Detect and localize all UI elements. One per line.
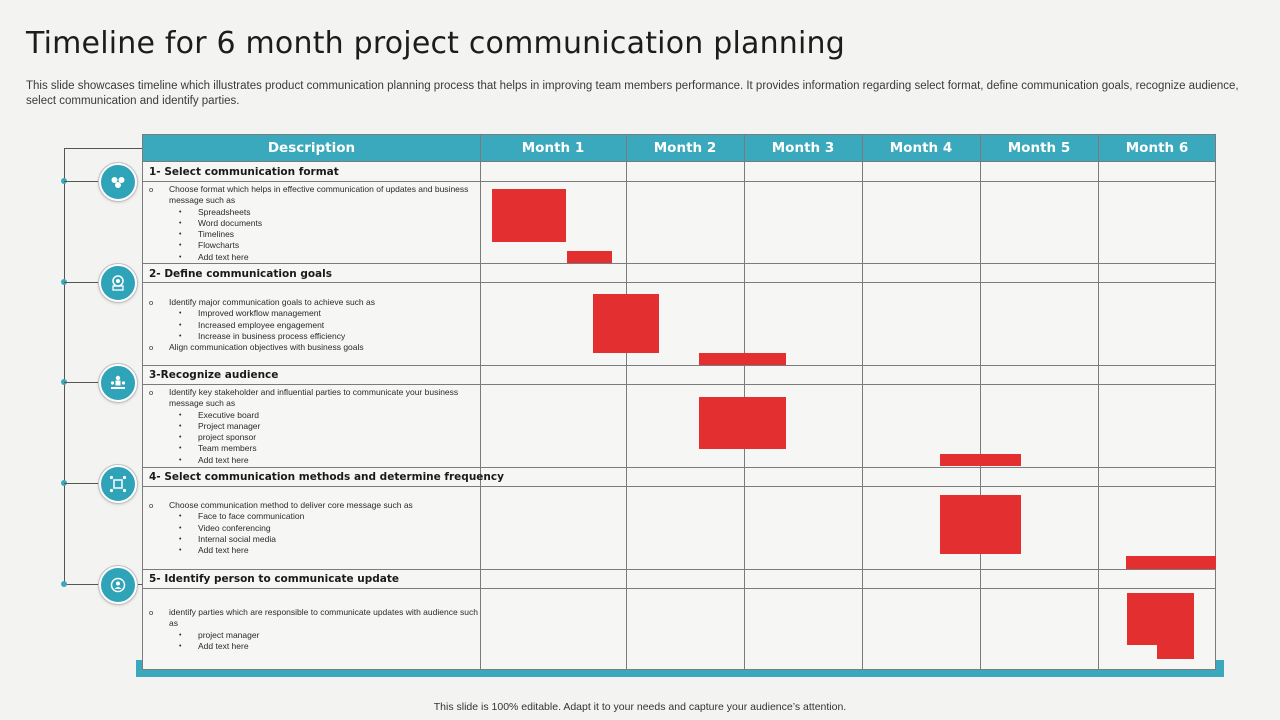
list-item: Video conferencing: [143, 523, 479, 535]
header-month-6: Month 6: [1125, 140, 1189, 156]
header-month-4: Month 4: [889, 140, 953, 156]
list-item: Spreadsheets: [143, 207, 479, 219]
audience-icon: [99, 364, 137, 402]
column-divider: [626, 135, 627, 669]
timeline-tick: [64, 282, 100, 283]
list-item: Timelines: [143, 229, 479, 241]
list-item: Flowcharts: [143, 240, 479, 252]
list-item: identify parties which are responsible t…: [143, 607, 479, 630]
person-target-icon: [99, 566, 137, 604]
page-title: Timeline for 6 month project communicati…: [26, 26, 845, 61]
list-item: project manager: [143, 630, 479, 642]
gantt-bar: [699, 397, 786, 449]
section-description: Choose format which helps in effective c…: [143, 184, 479, 263]
row-divider: [143, 384, 1215, 385]
section-title: 2- Define communication goals: [149, 268, 332, 280]
list-item: Choose communication method to deliver c…: [143, 500, 479, 512]
list-item: Internal social media: [143, 534, 479, 546]
list-item: Project manager: [143, 421, 479, 433]
section-description: Identify key stakeholder and influential…: [143, 387, 479, 466]
row-divider: [143, 569, 1215, 570]
list-item: Add text here: [143, 641, 479, 653]
list-item: Identify major communication goals to ac…: [143, 297, 479, 309]
list-item: Align communication objectives with busi…: [143, 342, 479, 354]
page-subtitle: This slide showcases timeline which illu…: [26, 80, 1239, 107]
row-divider: [143, 588, 1215, 589]
header-description: Description: [267, 140, 356, 156]
row-divider: [143, 263, 1215, 264]
section-description: identify parties which are responsible t…: [143, 607, 479, 652]
gantt-bar: [940, 454, 1021, 466]
column-divider: [862, 135, 863, 669]
gantt-bar: [492, 189, 566, 242]
network-icon: [99, 465, 137, 503]
header-month-5: Month 5: [1007, 140, 1071, 156]
list-item: Add text here: [143, 455, 479, 467]
list-item: Add text here: [143, 545, 479, 557]
timeline-tick: [64, 181, 100, 182]
timeline-tick: [64, 483, 100, 484]
timeline-dot: [61, 581, 67, 587]
row-divider: [143, 365, 1215, 366]
footer-note: This slide is 100% editable. Adapt it to…: [433, 701, 847, 713]
group-icon: [99, 163, 137, 201]
gantt-bar: [1126, 556, 1216, 569]
target-icon: [99, 264, 137, 302]
list-item: Add text here: [143, 252, 479, 264]
list-item: Increase in business process efficiency: [143, 331, 479, 343]
list-item: Choose format which helps in effective c…: [143, 184, 479, 207]
list-item: Word documents: [143, 218, 479, 230]
gantt-bar: [940, 495, 1021, 554]
header-month-2: Month 2: [653, 140, 717, 156]
list-item: Face to face communication: [143, 511, 479, 523]
timeline-branch: [64, 148, 143, 149]
gantt-bar: [699, 353, 786, 365]
gantt-bar: [567, 251, 612, 263]
list-item: project sponsor: [143, 432, 479, 444]
list-item: Improved workflow management: [143, 308, 479, 320]
header-month-1: Month 1: [521, 140, 585, 156]
column-divider: [480, 135, 481, 669]
gantt-bar: [1127, 593, 1194, 645]
table-header-row: Description Month 1 Month 2 Month 3 Mont…: [143, 135, 1215, 161]
section-description: Choose communication method to deliver c…: [143, 500, 479, 557]
column-divider: [1098, 135, 1099, 669]
section-title: 4- Select communication methods and dete…: [149, 471, 504, 483]
row-divider: [143, 282, 1215, 283]
timeline-tick: [64, 382, 100, 383]
timeline-vertical-line: [64, 148, 65, 584]
row-divider: [143, 467, 1215, 468]
section-title: 1- Select communication format: [149, 166, 339, 178]
gantt-table: Description Month 1 Month 2 Month 3 Mont…: [142, 134, 1216, 670]
section-title: 3-Recognize audience: [149, 369, 279, 381]
row-divider: [143, 486, 1215, 487]
list-item: Executive board: [143, 410, 479, 422]
column-divider: [980, 135, 981, 669]
list-item: Increased employee engagement: [143, 320, 479, 332]
gantt-bar: [593, 294, 659, 353]
gantt-bar: [1157, 640, 1194, 659]
header-month-3: Month 3: [771, 140, 835, 156]
row-divider: [143, 181, 1215, 182]
section-description: Identify major communication goals to ac…: [143, 297, 479, 354]
section-title: 5- Identify person to communicate update: [149, 573, 400, 585]
list-item: Identify key stakeholder and influential…: [143, 387, 479, 410]
list-item: Team members: [143, 443, 479, 455]
row-divider: [143, 161, 1215, 162]
